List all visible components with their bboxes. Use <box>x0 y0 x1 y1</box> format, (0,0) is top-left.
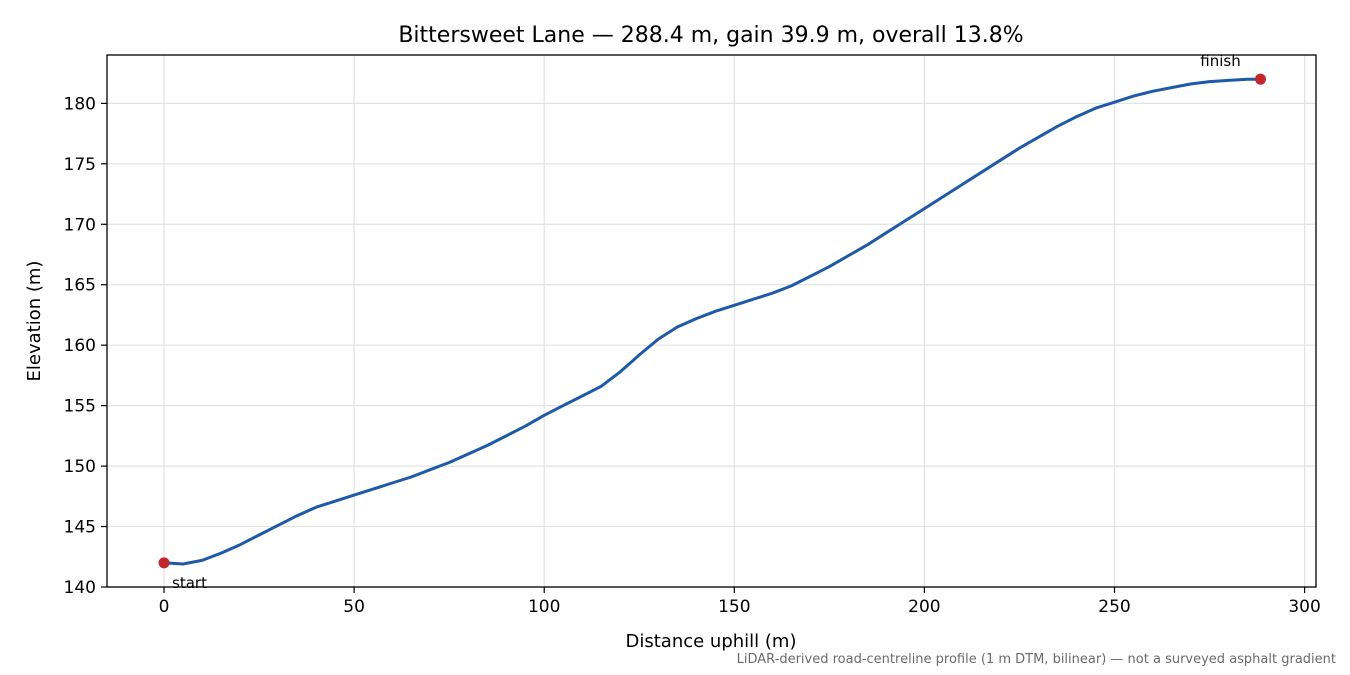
elevation-line <box>162 77 1262 566</box>
gridlines <box>107 55 1316 588</box>
x-tick-label: 300 <box>1288 597 1320 617</box>
y-tick-label: 175 <box>64 155 96 175</box>
start-marker <box>158 557 170 569</box>
y-tick-label: 145 <box>64 518 96 538</box>
y-tick-label: 160 <box>64 336 96 356</box>
y-tick-label: 140 <box>64 578 96 598</box>
x-tick-label: 50 <box>343 597 365 617</box>
y-tick-label: 155 <box>64 397 96 417</box>
plot-frame <box>106 54 1317 588</box>
endpoint-markers: start finish <box>158 52 1266 592</box>
data-source-caption: LiDAR-derived road-centreline profile (1… <box>736 652 1336 667</box>
y-axis-label: Elevation (m) <box>24 261 45 382</box>
x-tick-label: 100 <box>528 597 560 617</box>
y-tick-label: 150 <box>64 457 96 477</box>
start-label: start <box>172 574 207 592</box>
finish-label: finish <box>1200 52 1240 70</box>
x-tick-label: 200 <box>908 597 940 617</box>
finish-marker <box>1254 73 1266 85</box>
axis-ticks: 0 50 100 150 200 250 300 140 145 150 155 160 165 170 1… <box>64 94 1321 617</box>
y-tick-label: 170 <box>64 215 96 235</box>
y-tick-label: 165 <box>64 276 96 296</box>
x-tick-label: 0 <box>159 597 170 617</box>
x-tick-label: 250 <box>1098 597 1130 617</box>
chart-title: Bittersweet Lane — 288.4 m, gain 39.9 m,… <box>398 23 1023 48</box>
x-axis-label: Distance uphill (m) <box>626 631 797 652</box>
y-tick-label: 180 <box>64 94 96 114</box>
x-tick-label: 150 <box>718 597 750 617</box>
